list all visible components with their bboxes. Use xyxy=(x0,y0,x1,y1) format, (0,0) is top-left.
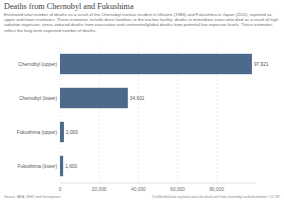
title: Deaths from Chernobyl and Fukushima xyxy=(4,2,280,11)
bar xyxy=(60,54,252,74)
source-note: OurWorldInData.org/what-was-the-death-to… xyxy=(152,195,281,199)
category-label: Chernobyl (upper) xyxy=(18,62,57,67)
category-label: Chernobyl (lower) xyxy=(19,96,57,101)
bar xyxy=(60,156,63,176)
data-label: 34,601 xyxy=(130,96,145,101)
bar xyxy=(60,122,64,142)
tick-label: 60,000 xyxy=(170,187,185,192)
tick-label: 20,000 xyxy=(92,187,107,192)
source-note: Source: IAEA, WHO and Greenpeace xyxy=(4,195,61,199)
category-label: Fukushima (upper) xyxy=(17,130,58,135)
tick-label: 80,000 xyxy=(209,187,224,192)
chart: 0 20,000 40,000 60,000 80,000 Chernobyl (uppe… xyxy=(0,0,284,201)
data-label: 97,921 xyxy=(254,62,269,67)
x-axis-line xyxy=(60,183,256,184)
bar xyxy=(60,88,128,108)
tick-label: 40,000 xyxy=(131,187,146,192)
subtitle: Estimated total number of deaths as a re… xyxy=(4,12,280,33)
labels: Chernobyl (upper) 97,921 Chernobyl (lower)… xyxy=(17,62,269,169)
data-label: 1,600 xyxy=(65,164,77,169)
tick-label: 0 xyxy=(59,187,62,192)
data-label: 2,000 xyxy=(66,130,78,135)
category-label: Fukushima (lower) xyxy=(18,164,58,169)
bars xyxy=(60,54,252,176)
